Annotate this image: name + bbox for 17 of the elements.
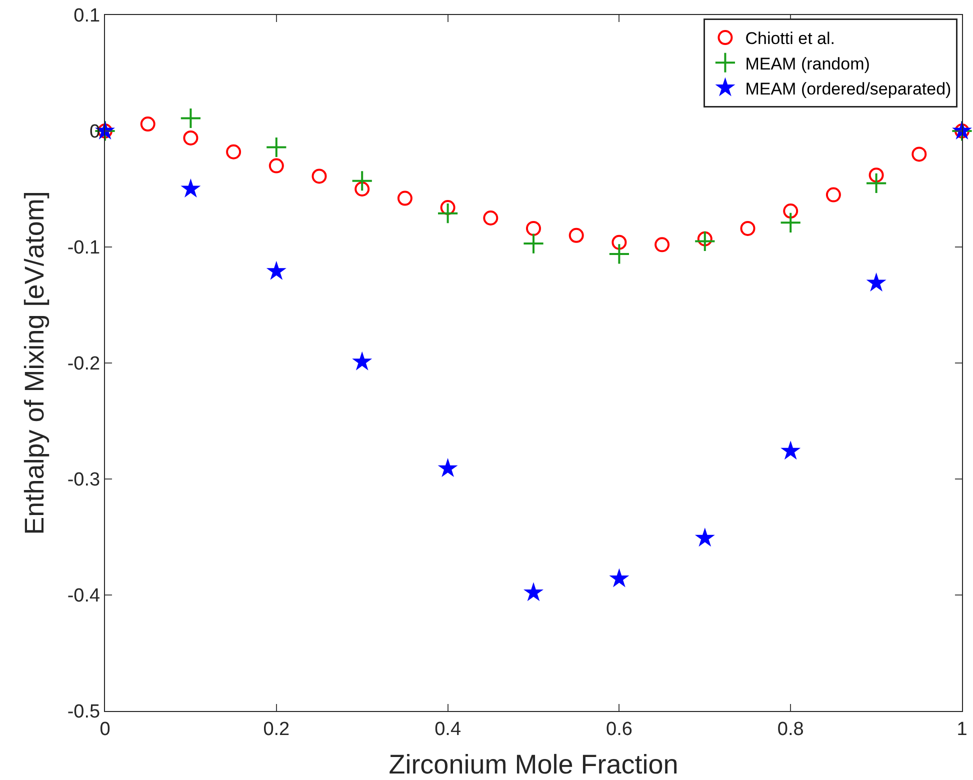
y-tick-label: 0.1 [74, 6, 100, 27]
x-tick-label: 0.8 [777, 718, 804, 740]
x-axis-title: Zirconium Mole Fraction [388, 749, 678, 780]
x-tick-label: 0.2 [263, 718, 290, 740]
legend-label: Chiotti et al. [745, 29, 835, 48]
y-tick-label: 0 [90, 122, 100, 143]
y-tick-label: -0.2 [67, 354, 100, 375]
x-tick-label: 1 [956, 718, 968, 740]
y-tick-label: -0.1 [67, 238, 100, 259]
y-tick-label: -0.3 [67, 470, 100, 491]
y-axis-title: Enthalpy of Mixing [eV/atom] [19, 191, 50, 535]
legend-label: MEAM (ordered/separated) [745, 79, 952, 98]
y-tick-label: -0.4 [67, 586, 101, 607]
x-tick-label: 0.4 [434, 718, 462, 740]
x-tick-label: 0.6 [606, 718, 632, 740]
y-tick-label: -0.5 [67, 702, 100, 723]
legend-label: MEAM (random) [745, 54, 870, 74]
